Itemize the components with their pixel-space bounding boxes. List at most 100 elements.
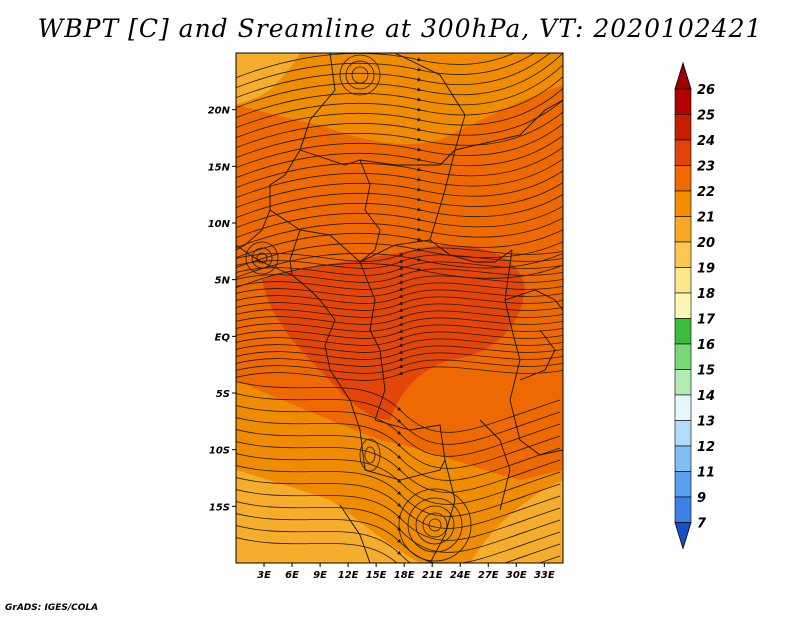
- streamline: [236, 477, 561, 529]
- colorbar-swatch: [674, 292, 692, 319]
- lon-tick-label: 15E: [366, 570, 387, 581]
- streamline: [236, 53, 535, 89]
- streamline-vortex: [398, 488, 472, 562]
- lat-tick-label: EQ: [215, 332, 231, 343]
- colorbar-label: 21: [697, 211, 715, 226]
- colorbar-swatch: [674, 496, 692, 523]
- country-border: [359, 189, 446, 263]
- streamline: [236, 64, 563, 119]
- colorbar-top-arrow: [674, 61, 692, 90]
- streamline: [236, 134, 563, 179]
- wbpt-24-region-center: [262, 245, 525, 420]
- streamline: [236, 405, 561, 457]
- country-border: [359, 159, 381, 263]
- wbpt-21-region-southwest: [236, 470, 420, 563]
- axis-ticks: 20N 15N 10N 5N EQ 5S 10S 15S 3E 6E 9E 12E 15E 18E 21E 2…: [208, 106, 555, 581]
- colorbar-label: 9: [697, 491, 706, 506]
- streamline: [236, 317, 563, 332]
- streamline: [236, 501, 561, 553]
- colorbar-swatch: [674, 165, 692, 192]
- streamline-eddy: [251, 247, 273, 269]
- streamline: [236, 352, 563, 367]
- streamline-eddy: [256, 252, 268, 264]
- streamline: [236, 87, 563, 139]
- colorbar-swatch: [674, 394, 692, 421]
- streamline: [236, 252, 563, 279]
- country-border: [429, 239, 513, 263]
- streamline: [236, 282, 563, 297]
- streamline: [236, 268, 563, 283]
- colorbar-label: 14: [697, 389, 715, 404]
- colorbar-label: 22: [697, 185, 715, 200]
- streamline: [236, 53, 551, 99]
- streamline: [236, 465, 561, 517]
- wbpt-21-region-northwest: [236, 53, 300, 104]
- country-border: [504, 289, 563, 311]
- streamline: [236, 366, 563, 381]
- colorbar-label: 15: [697, 364, 715, 379]
- colorbar-swatch: [674, 139, 692, 166]
- colorbar-label: 18: [697, 287, 715, 302]
- streamline: [236, 111, 563, 159]
- country-borders: [236, 53, 563, 563]
- streamline: [236, 429, 561, 481]
- streamline: [236, 303, 563, 318]
- streamline-eddy: [364, 446, 376, 464]
- streamline-eddy: [359, 438, 381, 472]
- streamline: [236, 170, 563, 209]
- streamline: [236, 182, 563, 219]
- streamline: [236, 158, 563, 199]
- streamlines: [236, 53, 563, 563]
- lon-tick-label: 9E: [313, 570, 327, 581]
- lat-tick-label: 15N: [208, 162, 231, 173]
- lat-tick-label: 20N: [208, 106, 231, 117]
- streamline: [236, 53, 563, 109]
- lon-tick-label: 12E: [338, 570, 359, 581]
- streamline-eddy: [245, 241, 279, 275]
- streamline: [236, 76, 563, 129]
- streamline: [236, 453, 561, 505]
- colorbar-swatch: [674, 445, 692, 472]
- country-border: [454, 99, 563, 151]
- colorbar-label: 19: [697, 262, 715, 277]
- colorbar-swatch: [674, 114, 692, 141]
- streamline: [236, 338, 563, 353]
- streamline: [236, 331, 563, 346]
- map-frame: [235, 52, 564, 564]
- streamline: [236, 193, 563, 229]
- streamline: [236, 537, 561, 563]
- streamline: [236, 205, 563, 239]
- colorbar-label: 11: [697, 466, 715, 481]
- streamline: [236, 381, 561, 433]
- streamline: [236, 289, 563, 304]
- lon-tick-label: 18E: [394, 570, 415, 581]
- lon-tick-label: 33E: [534, 570, 555, 581]
- streamline: [236, 217, 563, 249]
- streamline-eddy: [345, 60, 375, 90]
- streamline: [236, 254, 563, 269]
- lon-tick-label: 30E: [506, 570, 527, 581]
- country-border: [236, 244, 293, 276]
- streamline: [236, 359, 563, 374]
- lat-tick-label: 15S: [209, 502, 230, 513]
- colorbar-swatch: [674, 369, 692, 396]
- streamline: [236, 324, 563, 339]
- colorbar-label: 17: [697, 313, 716, 328]
- streamline: [236, 123, 563, 169]
- streamline: [236, 53, 515, 79]
- map-title: WBPT [C] and Sreamline at 300hPa, VT: 20…: [37, 14, 763, 43]
- streamline-vortex: [415, 505, 455, 545]
- lat-tick-label: 5S: [216, 389, 230, 400]
- country-border: [519, 329, 556, 381]
- wbpt-22-region-north: [236, 53, 563, 145]
- colorbar-swatch: [674, 267, 692, 294]
- streamline: [236, 240, 563, 269]
- wbpt-shaded-regions: [236, 53, 563, 563]
- country-border: [359, 261, 386, 421]
- colorbar-swatch: [674, 343, 692, 370]
- streamline-vortex: [422, 512, 448, 538]
- streamline: [236, 229, 563, 259]
- colorbar-label: 7: [697, 517, 707, 532]
- streamline-vortex: [407, 497, 463, 553]
- streamline: [236, 345, 563, 360]
